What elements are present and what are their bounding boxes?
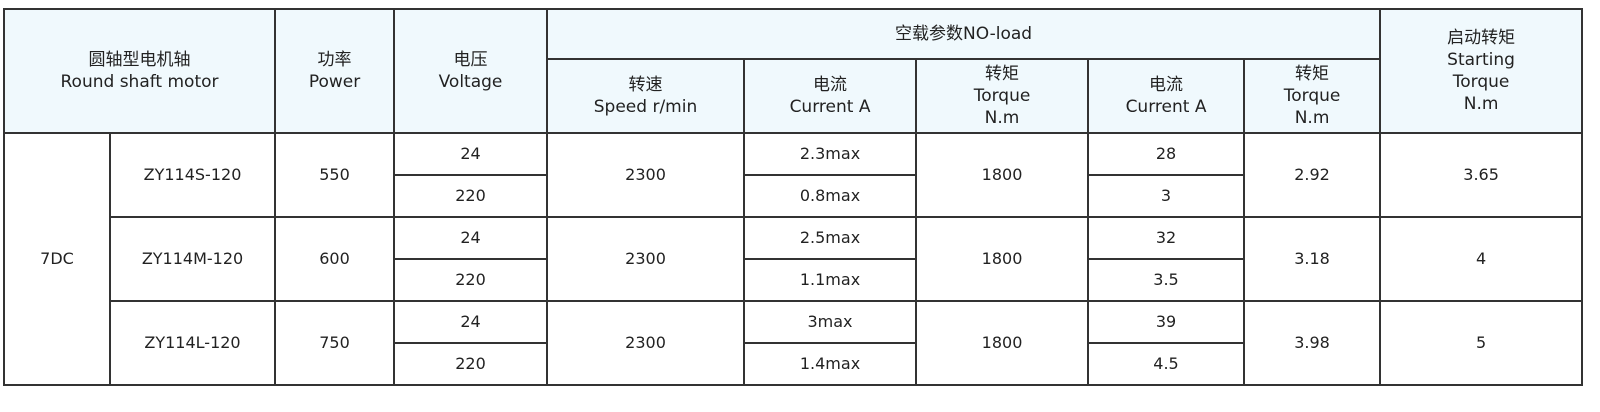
voltage-cell: 220 <box>393 342 549 386</box>
header-speed: 转速 Speed r/min <box>546 58 746 134</box>
header-voltage-en: Voltage <box>438 72 503 92</box>
voltage-cell: 220 <box>393 174 549 218</box>
header-torque-1: 转矩 Torque N.m <box>915 58 1090 134</box>
header-motor: 圆轴型电机轴 Round shaft motor <box>2 8 277 134</box>
starting-torque-cell: 3.65 <box>1379 132 1584 218</box>
torque-cell: 1800 <box>915 132 1090 218</box>
current-cell: 1.4max <box>743 342 918 386</box>
torque-cell: 1800 <box>915 300 1090 386</box>
model-cell: ZY114L-120 <box>108 300 277 386</box>
current-cell: 1.1max <box>743 258 918 302</box>
voltage-cell: 220 <box>393 258 549 302</box>
header-starting-torque: 启动转矩 Starting Torque N.m <box>1379 8 1584 134</box>
header-power-en: Power <box>308 72 361 92</box>
current2-cell: 39 <box>1087 300 1246 344</box>
table-row: 220 1.1max 3.5 <box>4 258 1582 302</box>
st-en1: Starting <box>1447 50 1515 70</box>
group-cell: 7DC <box>3 132 111 386</box>
voltage-cell: 24 <box>393 132 549 176</box>
header-power: 功率 Power <box>274 8 396 134</box>
torque2-cell: 2.92 <box>1243 132 1382 218</box>
header-noload: 空载参数NO-load <box>546 8 1382 60</box>
table-row: 7DC ZY114S-120 550 24 2300 2.3max 1800 28 2.92 3.… <box>3 132 1584 386</box>
header-voltage-zh: 电压 <box>453 50 488 70</box>
model-cell: ZY114M-120 <box>108 216 277 302</box>
t2-unit: N.m <box>1294 108 1330 128</box>
c2-en: Current A <box>1125 97 1207 117</box>
torque2-cell: 3.98 <box>1243 300 1382 386</box>
voltage-cell: 24 <box>393 300 549 344</box>
header-row-2: 转速 Speed r/min 电流 Current A 转矩 Torque N.m 电流… <box>4 58 1582 134</box>
power-cell: 750 <box>274 300 396 386</box>
current2-cell: 3.5 <box>1087 258 1246 302</box>
header-motor-en: Round shaft motor <box>60 72 219 92</box>
table-row: 220 1.4max 4.5 <box>4 342 1582 386</box>
model-cell: ZY114S-120 <box>108 132 277 218</box>
motor-spec-table: 圆轴型电机轴 Round shaft motor 功率 Power 电压 Voltag… <box>2 8 1584 386</box>
torque2-cell: 3.18 <box>1243 216 1382 302</box>
header-power-zh: 功率 <box>317 50 352 70</box>
speed-cell: 2300 <box>546 216 746 302</box>
table-row: ZY114L-120 750 24 2300 3max 1800 39 3.98 5 <box>4 300 1584 386</box>
current2-cell: 28 <box>1087 132 1246 176</box>
st-zh: 启动转矩 <box>1447 28 1516 48</box>
c2-zh: 电流 <box>1149 75 1184 95</box>
header-current-1: 电流 Current A <box>743 58 918 134</box>
table-row: 220 0.8max 3 <box>4 174 1582 218</box>
current2-cell: 4.5 <box>1087 342 1246 386</box>
starting-torque-cell: 5 <box>1379 300 1584 386</box>
t2-en: Torque <box>1283 86 1341 106</box>
t1-unit: N.m <box>984 108 1020 128</box>
t1-en: Torque <box>973 86 1031 106</box>
c1-en: Current A <box>789 97 871 117</box>
t2-zh: 转矩 <box>1295 64 1330 84</box>
speed-zh: 转速 <box>628 75 663 95</box>
starting-torque-cell: 4 <box>1379 216 1584 302</box>
current-cell: 2.5max <box>743 216 918 260</box>
header-motor-zh: 圆轴型电机轴 <box>88 50 191 70</box>
power-cell: 550 <box>274 132 396 218</box>
header-current-2: 电流 Current A <box>1087 58 1246 134</box>
current-cell: 0.8max <box>743 174 918 218</box>
voltage-cell: 24 <box>393 216 549 260</box>
t1-zh: 转矩 <box>985 64 1020 84</box>
speed-en: Speed r/min <box>593 97 698 117</box>
c1-zh: 电流 <box>813 75 848 95</box>
current2-cell: 32 <box>1087 216 1246 260</box>
torque-cell: 1800 <box>915 216 1090 302</box>
header-voltage: 电压 Voltage <box>393 8 549 134</box>
header-torque-2: 转矩 Torque N.m <box>1243 58 1382 134</box>
current-cell: 3max <box>743 300 918 344</box>
header-row-1: 圆轴型电机轴 Round shaft motor 功率 Power 电压 Voltag… <box>2 8 1584 134</box>
power-cell: 600 <box>274 216 396 302</box>
table-row: ZY114M-120 600 24 2300 2.5max 1800 32 3.18 4 <box>4 216 1584 302</box>
current-cell: 2.3max <box>743 132 918 176</box>
st-en2: Torque <box>1452 72 1510 92</box>
current2-cell: 3 <box>1087 174 1246 218</box>
speed-cell: 2300 <box>546 132 746 218</box>
speed-cell: 2300 <box>546 300 746 386</box>
st-unit: N.m <box>1463 94 1499 114</box>
